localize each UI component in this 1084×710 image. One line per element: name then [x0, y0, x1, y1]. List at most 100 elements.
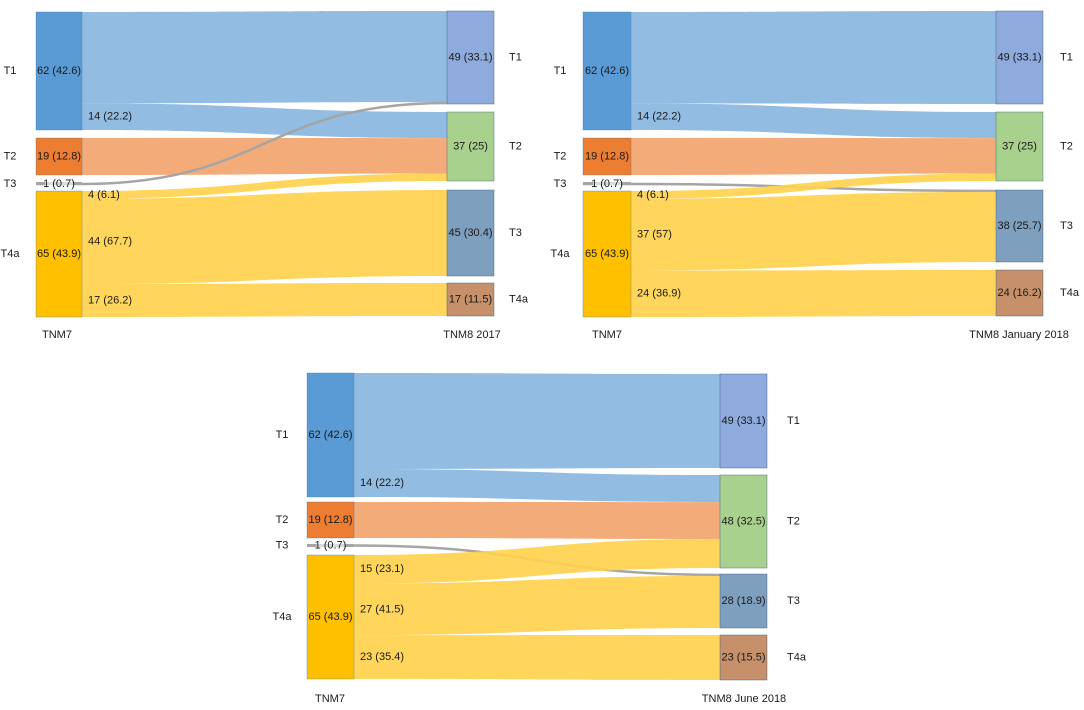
target-category-t4a: T4a: [787, 651, 807, 663]
target-category-t2: T2: [509, 140, 522, 152]
target-node-value-t3: 45 (30.4): [448, 227, 492, 239]
source-node-value-t3: 1 (0.7): [43, 178, 75, 190]
source-node-t1: [582, 11, 632, 131]
target-stage-title: TNM8 2017: [443, 329, 500, 341]
source-category-t2: T2: [554, 150, 567, 162]
target-category-t1: T1: [509, 51, 522, 63]
target-node-value-t2: 48 (32.5): [721, 515, 765, 527]
source-category-t4a: T4a: [1, 248, 21, 260]
target-node-value-t4a: 17 (11.5): [449, 293, 492, 305]
source-category-t4a: T4a: [273, 611, 293, 623]
label-backdrop: [593, 177, 621, 188]
target-node-t4a: [719, 634, 768, 681]
source-node-t4a: [306, 554, 355, 680]
source-category-t1: T1: [554, 65, 567, 77]
flow-t1-to-t1: [631, 11, 996, 104]
source-node-value-t4a: 65 (43.9): [37, 248, 81, 260]
flow-label-t4a-to-t2: 4 (6.1): [637, 189, 669, 201]
source-node-t1: [306, 372, 355, 498]
flow-t4a-to-t3: [354, 575, 720, 636]
source-node-value-t3: 1 (0.7): [591, 178, 623, 190]
target-node-value-t2: 37 (25): [453, 140, 488, 152]
source-category-t1: T1: [276, 429, 289, 441]
target-node-t4a: [446, 282, 495, 317]
flow-t4a-to-t4a: [631, 270, 996, 317]
target-node-t2: [995, 111, 1044, 182]
target-node-value-t3: 38 (25.7): [997, 220, 1041, 232]
target-node-t3: [995, 189, 1044, 263]
target-category-t1: T1: [787, 415, 800, 427]
source-category-t3: T3: [4, 178, 17, 190]
sankey-panel-tnm8-2017: 14 (22.2) 4 (6.1) 44 (67.7) 17 (26.2) 62 (42…: [1, 10, 529, 341]
target-category-t4a: T4a: [1060, 287, 1080, 299]
source-node-value-t3: 1 (0.7): [315, 539, 347, 551]
source-category-t4a: T4a: [551, 248, 571, 260]
flows: [583, 11, 997, 317]
flow-t4a-to-t3: [631, 191, 996, 271]
flow-label-t4a-to-t2: 4 (6.1): [88, 189, 120, 201]
labels: 14 (22.2) 4 (6.1) 44 (67.7) 17 (26.2) 62 (42…: [1, 51, 529, 341]
flow-t4a-to-t3: [82, 190, 447, 285]
target-category-t4a: T4a: [509, 293, 529, 305]
source-node-t1: [35, 11, 83, 131]
flow-label-t1-to-t2: 14 (22.2): [637, 111, 681, 123]
source-node-t4a: [35, 190, 83, 318]
flow-t2-to-t2: [82, 138, 447, 175]
source-category-t3: T3: [554, 178, 567, 190]
sankey-panel-tnm8-june-2018: 14 (22.2) 15 (23.1) 27 (41.5) 23 (35.4) 62 (…: [273, 372, 807, 705]
source-category-t1: T1: [4, 65, 17, 77]
sankey-panel-tnm8-january-2018: 14 (22.2) 4 (6.1) 37 (57) 24 (36.9) 62 (42.6…: [551, 10, 1080, 341]
source-node-t2: [35, 137, 83, 176]
target-category-t2: T2: [1060, 140, 1073, 152]
target-stage-title: TNM8 June 2018: [702, 693, 786, 705]
flows: [307, 373, 721, 680]
target-category-t3: T3: [787, 595, 800, 607]
source-node-value-t1: 62 (42.6): [585, 65, 629, 77]
target-node-value-t2: 37 (25): [1002, 140, 1037, 152]
source-stage-title: TNM7: [42, 329, 72, 341]
flow-t2-to-t2: [631, 138, 996, 175]
flow-label-t4a-to-t2: 15 (23.1): [360, 563, 404, 575]
label-backdrop: [316, 539, 345, 550]
source-node-value-t1: 62 (42.6): [308, 429, 352, 441]
target-category-t3: T3: [1060, 220, 1073, 232]
flow-label-t4a-to-t4a: 23 (35.4): [360, 651, 404, 663]
target-node-value-t4a: 24 (16.2): [997, 287, 1041, 299]
target-category-t1: T1: [1060, 51, 1073, 63]
target-node-t2: [446, 111, 495, 182]
source-node-value-t2: 19 (12.8): [37, 150, 81, 162]
source-category-t3: T3: [276, 539, 289, 551]
target-node-value-t1: 49 (33.1): [721, 415, 765, 427]
flow-t1-to-t2: [82, 103, 447, 139]
flow-t4a-to-t2: [82, 173, 447, 199]
target-node-t1: [995, 10, 1044, 105]
source-node-value-t1: 62 (42.6): [37, 65, 81, 77]
target-node-value-t1: 49 (33.1): [997, 51, 1041, 63]
target-node-t3: [719, 573, 768, 629]
flow-label-t1-to-t2: 14 (22.2): [88, 111, 132, 123]
source-category-t2: T2: [4, 150, 17, 162]
flow-label-t4a-to-t4a: 24 (36.9): [637, 288, 681, 300]
nodes: [306, 372, 768, 681]
flow-t4a-to-t2: [631, 173, 996, 199]
source-stage-title: TNM7: [315, 693, 345, 705]
flow-label-t4a-to-t3: 37 (57): [637, 229, 672, 241]
flow-t1-to-t2: [354, 469, 720, 503]
flow-label-t4a-to-t3: 27 (41.5): [360, 603, 404, 615]
flow-t4a-to-t4a: [82, 283, 447, 317]
flow-label-t1-to-t2: 14 (22.2): [360, 477, 404, 489]
source-category-t2: T2: [276, 514, 289, 526]
target-node-t1: [719, 373, 768, 469]
target-node-value-t3: 28 (18.9): [721, 595, 765, 607]
target-category-t2: T2: [787, 515, 800, 527]
target-node-value-t4a: 23 (15.5): [721, 651, 765, 663]
source-node-value-t2: 19 (12.8): [585, 150, 629, 162]
source-node-value-t4a: 65 (43.9): [585, 248, 629, 260]
target-stage-title: TNM8 January 2018: [969, 329, 1069, 341]
flow-t4a-to-t4a: [354, 635, 720, 680]
labels: 14 (22.2) 4 (6.1) 37 (57) 24 (36.9) 62 (42.6…: [551, 51, 1080, 341]
labels: 14 (22.2) 15 (23.1) 27 (41.5) 23 (35.4) 62 (…: [273, 415, 807, 705]
flow-t1-to-t1: [82, 11, 447, 104]
source-node-value-t2: 19 (12.8): [308, 514, 352, 526]
